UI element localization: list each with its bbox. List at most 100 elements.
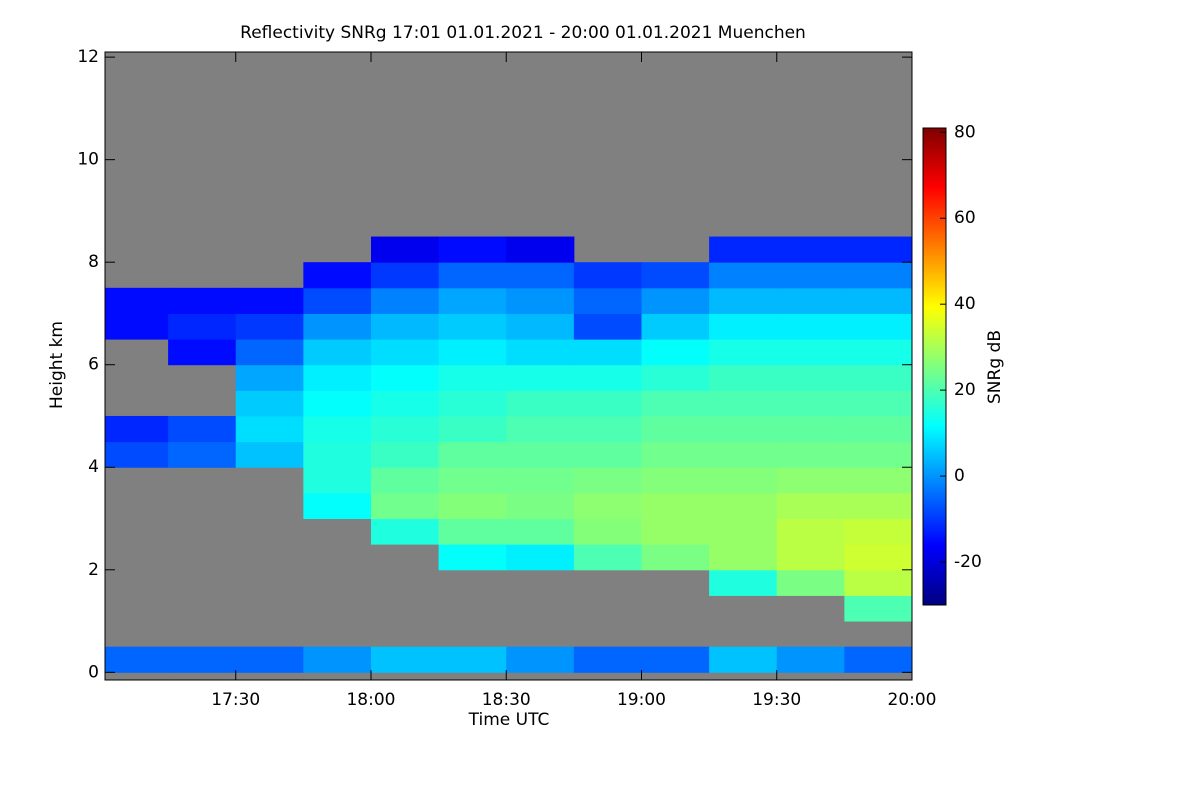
heatmap-cell: [641, 364, 710, 391]
heatmap-cell: [303, 415, 372, 443]
heatmap-cell: [438, 646, 507, 673]
heatmap-cell: [844, 415, 912, 443]
heatmap-cell: [168, 339, 237, 366]
heatmap-cell: [776, 236, 845, 263]
heatmap-cell: [573, 467, 642, 494]
y-tick-label: 12: [77, 47, 99, 67]
heatmap-cell: [438, 441, 507, 468]
heatmap-cell: [641, 262, 710, 289]
heatmap-cell: [844, 544, 912, 571]
heatmap-cell: [641, 492, 710, 520]
heatmap-cell: [303, 646, 372, 673]
heatmap-cell: [168, 646, 237, 673]
heatmap-cell: [573, 646, 642, 673]
heatmap-cell: [438, 467, 507, 494]
heatmap-cell: [370, 518, 440, 545]
heatmap-cell: [506, 646, 575, 673]
y-tick-label: 10: [77, 150, 99, 170]
heatmap-cell: [573, 364, 642, 391]
heatmap: [105, 236, 912, 673]
heatmap-cell: [709, 262, 778, 289]
heatmap-cell: [709, 518, 778, 545]
heatmap-cell: [709, 415, 778, 443]
heatmap-cell: [573, 287, 642, 314]
heatmap-cell: [370, 467, 440, 494]
heatmap-cell: [709, 339, 778, 366]
heatmap-cell: [709, 236, 778, 263]
y-tick-label: 6: [88, 355, 99, 375]
heatmap-cell: [438, 415, 507, 443]
heatmap-cell: [776, 518, 845, 545]
heatmap-cell: [776, 364, 845, 391]
heatmap-cell: [573, 518, 642, 545]
x-tick-label: 18:00: [346, 690, 395, 710]
y-tick-label: 2: [88, 560, 99, 580]
heatmap-cell: [506, 339, 575, 366]
colorbar-label: SNRg dB: [985, 330, 1005, 404]
x-tick-label: 20:00: [888, 690, 937, 710]
heatmap-cell: [844, 646, 912, 673]
heatmap-cell: [235, 339, 304, 366]
heatmap-cell: [844, 236, 912, 263]
heatmap-cell: [235, 441, 304, 468]
heatmap-cell: [709, 390, 778, 417]
heatmap-cell: [844, 467, 912, 494]
heatmap-cell: [168, 287, 237, 314]
heatmap-cell: [370, 236, 440, 263]
heatmap-cell: [709, 467, 778, 494]
heatmap-cell: [776, 262, 845, 289]
heatmap-cell: [844, 518, 912, 545]
heatmap-cell: [573, 262, 642, 289]
heatmap-cell: [844, 569, 912, 596]
heatmap-cell: [105, 287, 169, 314]
heatmap-cell: [641, 339, 710, 366]
heatmap-cell: [506, 415, 575, 443]
colorbar-tick-label: 0: [954, 466, 965, 486]
x-tick-label: 19:00: [617, 690, 666, 710]
heatmap-cell: [573, 313, 642, 340]
heatmap-cell: [303, 339, 372, 366]
heatmap-cell: [641, 313, 710, 340]
heatmap-cell: [709, 569, 778, 596]
heatmap-cell: [303, 390, 372, 417]
x-tick-label: 17:30: [211, 690, 260, 710]
heatmap-cell: [844, 262, 912, 289]
heatmap-cell: [168, 313, 237, 340]
heatmap-cell: [506, 313, 575, 340]
heatmap-cell: [370, 262, 440, 289]
colorbar-tick-label: -20: [954, 552, 982, 572]
y-tick-label: 8: [88, 252, 99, 272]
heatmap-cell: [641, 544, 710, 571]
heatmap-cell: [573, 492, 642, 520]
heatmap-cell: [573, 339, 642, 366]
heatmap-cell: [235, 313, 304, 340]
heatmap-cell: [105, 415, 169, 443]
heatmap-cell: [303, 492, 372, 520]
heatmap-cell: [303, 467, 372, 494]
heatmap-cell: [506, 467, 575, 494]
heatmap-cell: [506, 390, 575, 417]
heatmap-cell: [709, 287, 778, 314]
heatmap-cell: [709, 313, 778, 340]
heatmap-cell: [776, 492, 845, 520]
heatmap-cell: [573, 544, 642, 571]
heatmap-cell: [370, 364, 440, 391]
heatmap-cell: [370, 390, 440, 417]
colorbar-tick-label: 80: [954, 122, 976, 142]
heatmap-cell: [438, 518, 507, 545]
heatmap-cell: [235, 390, 304, 417]
heatmap-cell: [776, 313, 845, 340]
heatmap-cell: [438, 544, 507, 571]
heatmap-cell: [303, 313, 372, 340]
heatmap-cell: [438, 262, 507, 289]
heatmap-cell: [776, 646, 845, 673]
heatmap-cell: [844, 492, 912, 520]
colorbar: [922, 127, 947, 606]
heatmap-cell: [235, 364, 304, 391]
heatmap-cell: [709, 492, 778, 520]
heatmap-cell: [168, 441, 237, 468]
heatmap-cell: [641, 415, 710, 443]
heatmap-cell: [506, 441, 575, 468]
heatmap-cell: [370, 287, 440, 314]
heatmap-cell: [303, 287, 372, 314]
